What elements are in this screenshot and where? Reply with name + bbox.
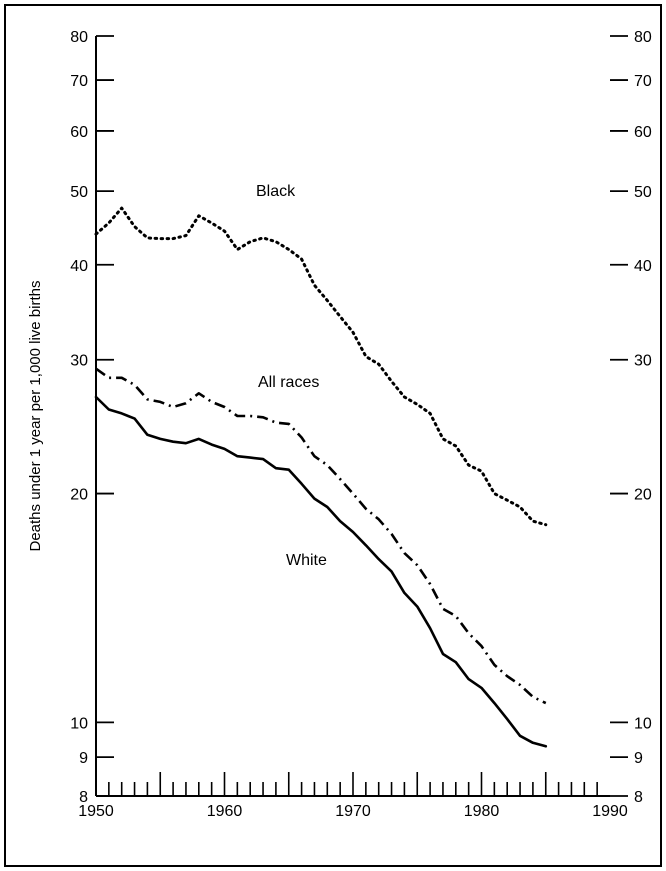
y-tick-label-right: 8 — [634, 789, 643, 806]
y-axis-title: Deaths under 1 year per 1,000 live birth… — [27, 281, 44, 552]
y-tick-label-right: 70 — [634, 73, 652, 90]
x-tick-label: 1980 — [464, 803, 500, 820]
y-tick-label-left: 40 — [70, 258, 88, 275]
series-label-white: White — [286, 552, 327, 569]
y-tick-label-left: 50 — [70, 184, 88, 201]
y-tick-label-right: 60 — [634, 124, 652, 141]
x-tick-label: 1960 — [207, 803, 243, 820]
y-tick-label-left: 70 — [70, 73, 88, 90]
series-label-black: Black — [256, 183, 296, 200]
y-tick-label-right: 30 — [634, 353, 652, 370]
series-label-all-races: All races — [258, 374, 319, 391]
x-tick-label: 1970 — [335, 803, 371, 820]
y-tick-label-right: 50 — [634, 184, 652, 201]
y-tick-label-right: 9 — [634, 750, 643, 767]
y-tick-label-right: 80 — [634, 29, 652, 46]
series-line-black — [96, 208, 546, 525]
series-line-white — [96, 397, 546, 746]
y-tick-label-left: 8 — [79, 789, 88, 806]
y-tick-label-left: 9 — [79, 750, 88, 767]
y-tick-label-left: 20 — [70, 487, 88, 504]
y-tick-label-right: 20 — [634, 487, 652, 504]
y-tick-label-right: 40 — [634, 258, 652, 275]
y-tick-label-left: 10 — [70, 715, 88, 732]
series-layer — [96, 208, 546, 746]
y-tick-label-right: 10 — [634, 715, 652, 732]
series-line-all-races — [96, 369, 546, 703]
x-tick-label: 1990 — [592, 803, 628, 820]
y-tick-label-left: 30 — [70, 353, 88, 370]
y-tick-label-left: 60 — [70, 124, 88, 141]
y-tick-label-left: 80 — [70, 29, 88, 46]
